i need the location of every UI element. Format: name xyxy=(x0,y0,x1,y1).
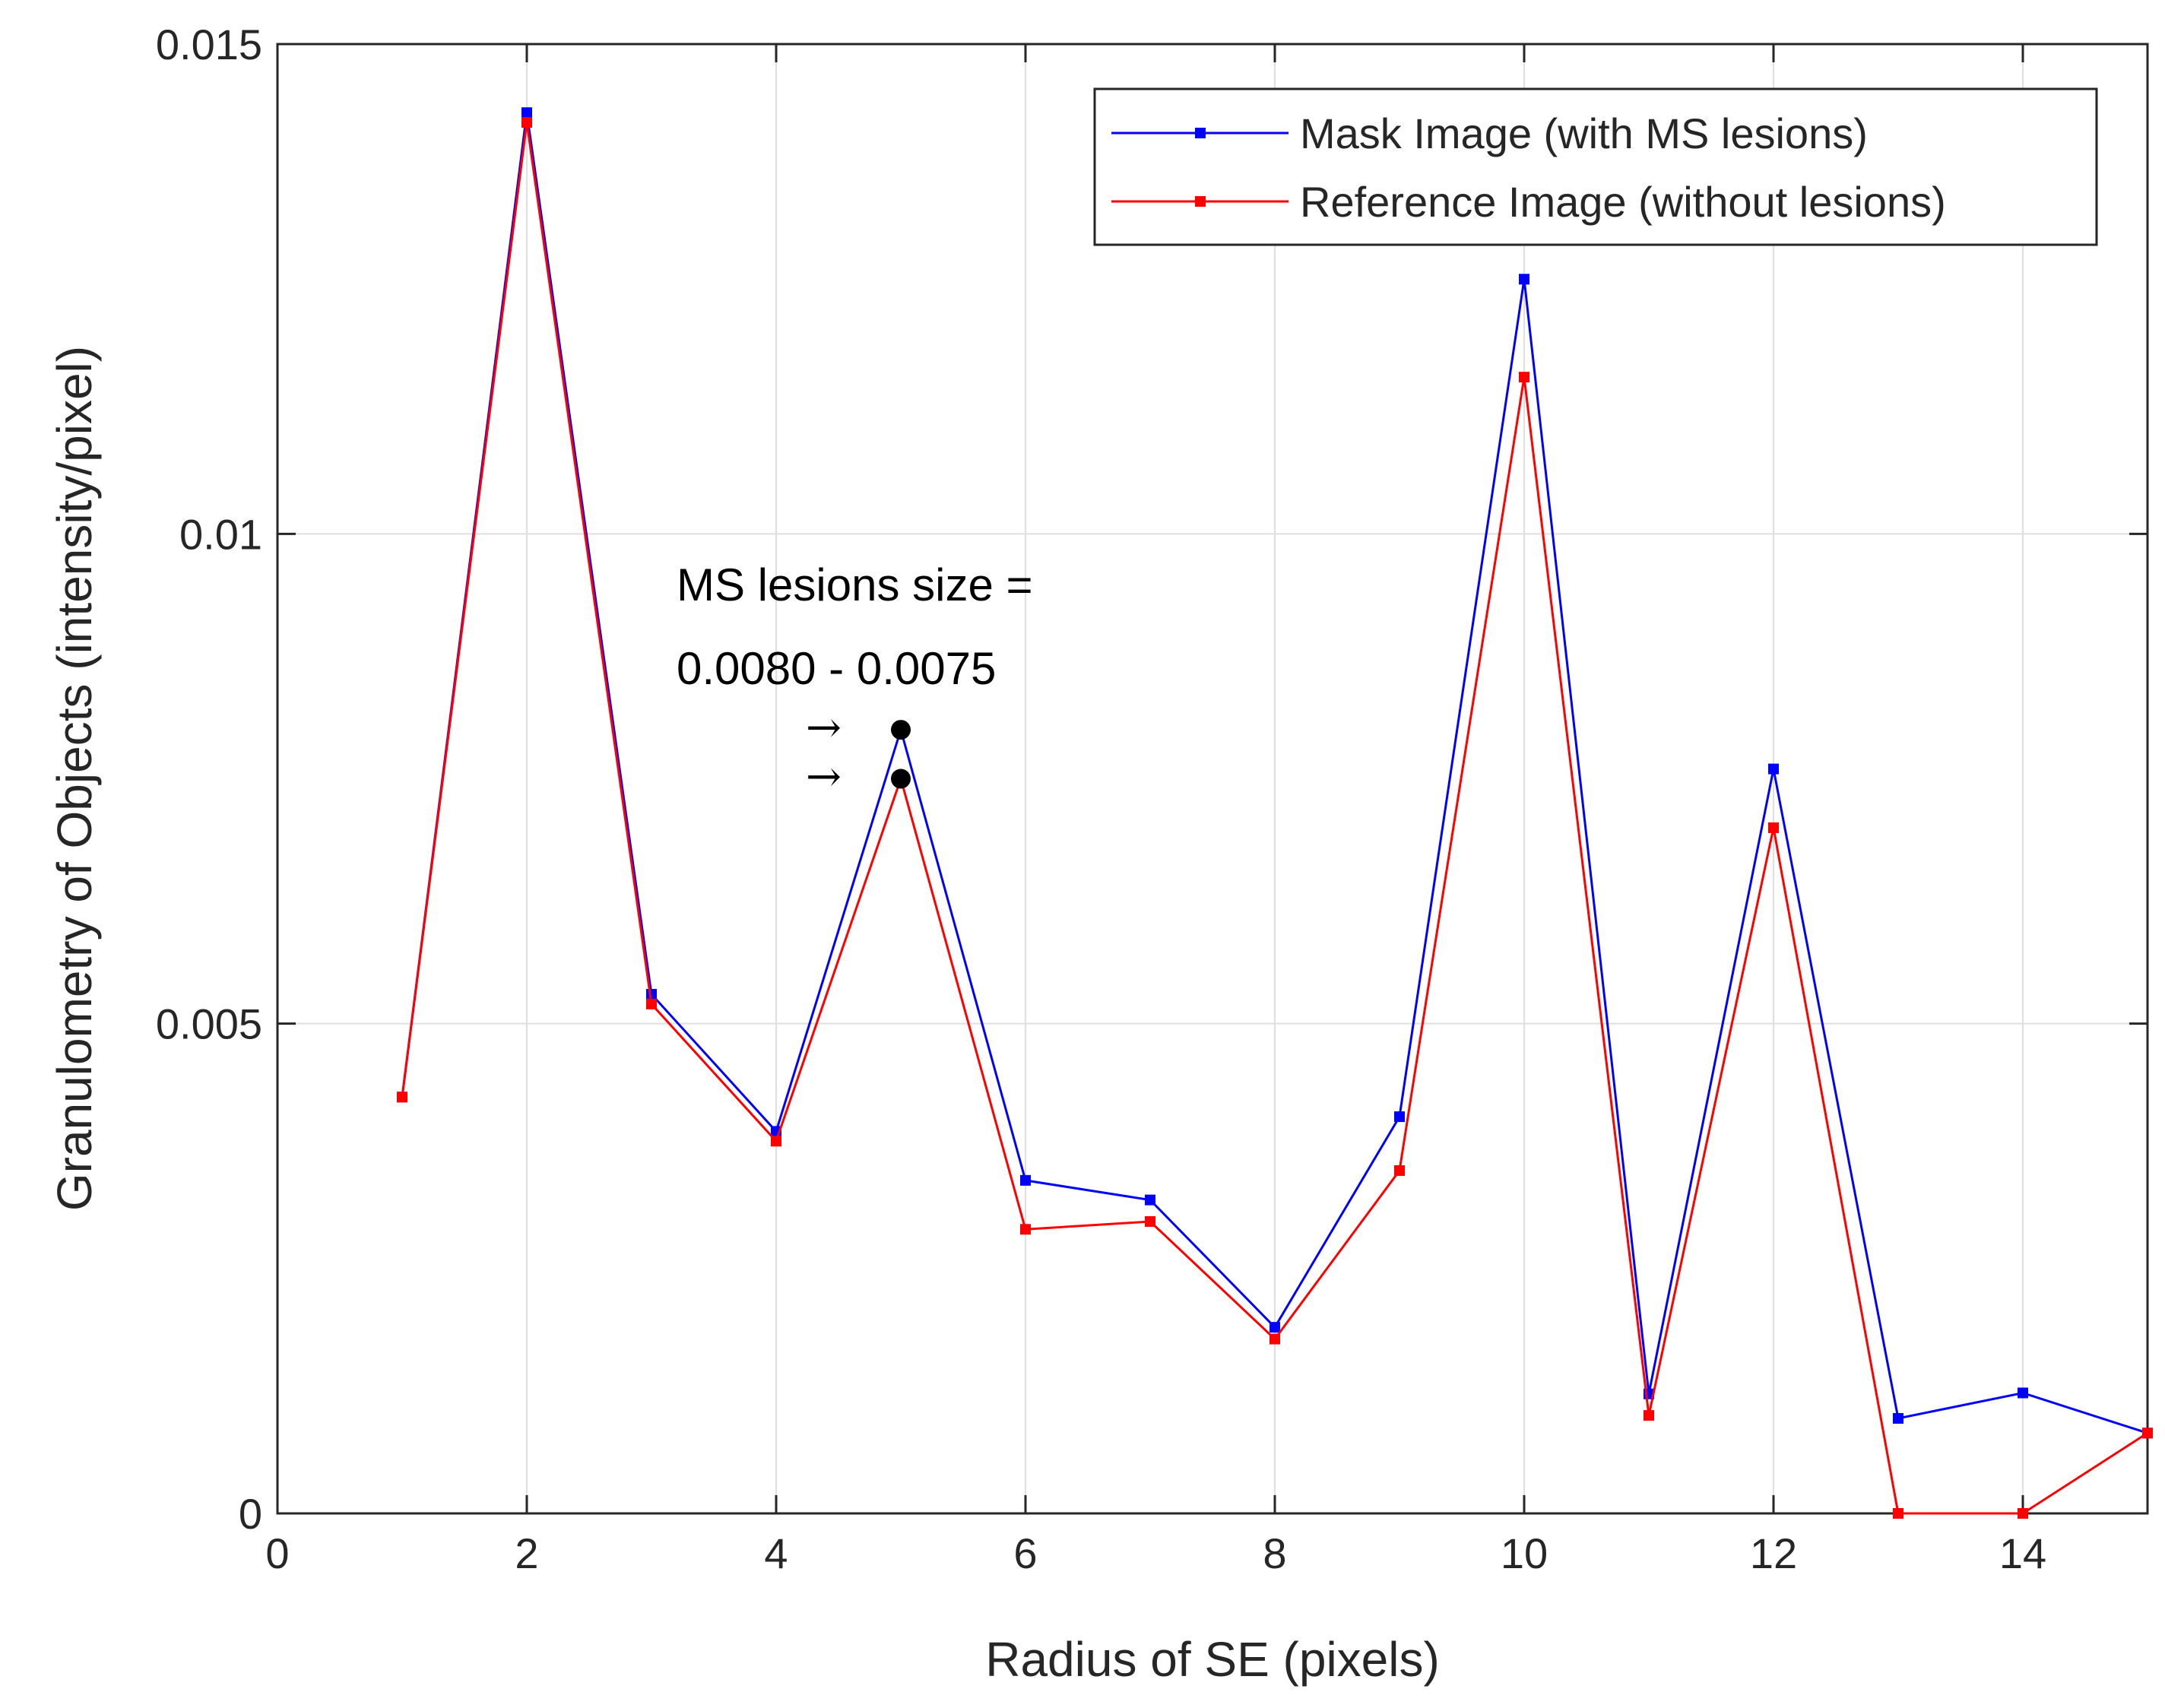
x-tick-label: 10 xyxy=(1501,1529,1548,1577)
data-point xyxy=(2018,1387,2028,1399)
x-tick-label: 8 xyxy=(1263,1529,1286,1577)
data-point xyxy=(1394,1165,1405,1176)
x-tick-label: 4 xyxy=(764,1529,788,1577)
y-tick-label: 0 xyxy=(239,1490,262,1538)
x-tick-label: 14 xyxy=(1999,1529,2046,1577)
legend-marker-mask xyxy=(1195,128,1206,138)
annotation: MS lesions size = 0.0080 - 0.0075 →→ xyxy=(677,559,1033,802)
data-point xyxy=(397,1092,407,1103)
data-point xyxy=(1519,274,1529,285)
legend-label-mask: Mask Image (with MS lesions) xyxy=(1300,109,1868,157)
data-point xyxy=(1270,1322,1280,1333)
data-point xyxy=(1644,1410,1654,1421)
data-point xyxy=(1394,1111,1405,1123)
annotation-arrow: → xyxy=(806,703,842,753)
data-point xyxy=(1020,1224,1031,1235)
plot-area xyxy=(277,44,2148,1513)
y-tick-label: 0.005 xyxy=(156,1000,262,1048)
plot-frame xyxy=(276,43,2149,1515)
x-tick-label: 6 xyxy=(1013,1529,1037,1577)
annotation-marker xyxy=(891,768,911,789)
data-point xyxy=(1020,1174,1031,1186)
legend-label-reference: Reference Image (without lesions) xyxy=(1300,178,1946,226)
x-tick-label: 0 xyxy=(265,1529,289,1577)
ticks: 0 2 4 6 8 10 12 14 0 0.005 0.01 0.015 xyxy=(156,21,2148,1577)
data-point xyxy=(1145,1215,1155,1227)
legend-marker-reference xyxy=(1195,196,1206,207)
data-point xyxy=(1519,372,1529,383)
legend: Mask Image (with MS lesions) Reference I… xyxy=(1093,87,2098,246)
series-reference xyxy=(397,117,2153,1519)
data-point xyxy=(521,107,532,119)
annotation-arrow: → xyxy=(806,753,842,802)
data-point xyxy=(2018,1508,2028,1519)
data-point xyxy=(1270,1333,1280,1345)
x-axis-title: Radius of SE (pixels) xyxy=(985,1632,1440,1687)
x-tick-label: 2 xyxy=(515,1529,538,1577)
annotation-text-line1: MS lesions size = xyxy=(677,559,1033,610)
annotation-marker xyxy=(891,720,911,740)
grid xyxy=(277,44,2148,1513)
y-tick-label: 0.01 xyxy=(179,510,262,558)
data-point xyxy=(1145,1194,1155,1206)
data-point xyxy=(2142,1428,2153,1439)
data-point xyxy=(1893,1412,1903,1424)
annotation-text-line2: 0.0080 - 0.0075 xyxy=(677,643,996,694)
x-tick-label: 12 xyxy=(1750,1529,1797,1577)
data-point xyxy=(1893,1508,1903,1519)
data-point xyxy=(521,117,532,128)
y-axis-title: Granulometry of Objects (intensity/pixel… xyxy=(47,346,102,1211)
y-tick-label: 0.015 xyxy=(156,21,262,68)
series xyxy=(397,107,2153,1519)
data-point xyxy=(771,1136,781,1147)
data-point xyxy=(646,998,657,1009)
data-point xyxy=(1768,763,1779,775)
data-point xyxy=(1768,822,1779,833)
legend-box xyxy=(1093,87,2098,246)
